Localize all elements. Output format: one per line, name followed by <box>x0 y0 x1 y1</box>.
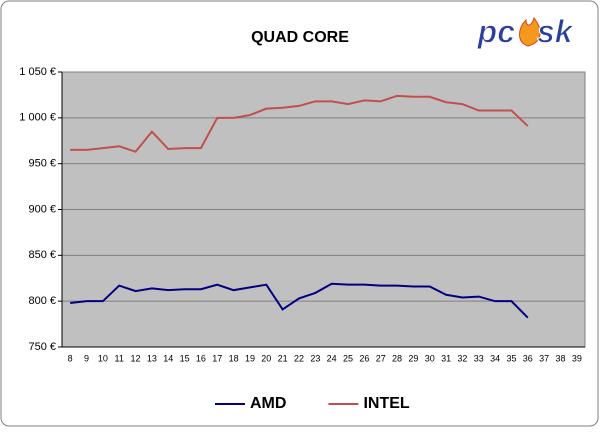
x-tick-label: 16 <box>196 353 206 363</box>
x-tick-label: 39 <box>572 353 582 363</box>
x-tick-label: 34 <box>490 353 500 363</box>
y-tick-label: 1 000 € <box>19 112 56 124</box>
y-tick-label: 1 050 € <box>19 66 56 78</box>
legend-label: AMD <box>250 395 286 412</box>
x-tick-label: 33 <box>474 353 484 363</box>
x-tick-label: 25 <box>343 353 353 363</box>
logo: pc sk <box>476 13 575 50</box>
x-tick-label: 30 <box>425 353 435 363</box>
x-tick-label: 22 <box>294 353 304 363</box>
x-tick-label: 15 <box>180 353 190 363</box>
x-tick-label: 18 <box>229 353 239 363</box>
x-tick-label: 28 <box>392 353 402 363</box>
x-tick-label: 37 <box>539 353 549 363</box>
x-tick-label: 10 <box>98 353 108 363</box>
y-tick-label: 800 € <box>28 295 56 307</box>
y-tick-label: 850 € <box>28 249 56 261</box>
x-tick-label: 38 <box>555 353 565 363</box>
x-tick-label: 8 <box>68 353 73 363</box>
x-tick-label: 35 <box>506 353 516 363</box>
y-tick-label: 900 € <box>28 203 56 215</box>
x-tick-label: 27 <box>376 353 386 363</box>
x-tick-label: 20 <box>261 353 271 363</box>
logo-text: pc <box>477 13 516 49</box>
y-tick-label: 750 € <box>28 341 56 353</box>
legend-label: INTEL <box>363 395 409 412</box>
chart-title: QUAD CORE <box>251 29 349 46</box>
x-tick-label: 13 <box>147 353 157 363</box>
x-tick-label: 23 <box>310 353 320 363</box>
x-tick-label: 19 <box>245 353 255 363</box>
x-tick-label: 14 <box>163 353 173 363</box>
x-tick-label: 26 <box>359 353 369 363</box>
logo-flame <box>519 16 541 47</box>
x-tick-label: 21 <box>278 353 288 363</box>
x-tick-label: 24 <box>327 353 337 363</box>
line-series <box>70 94 529 153</box>
x-tick-label: 12 <box>131 353 141 363</box>
x-tick-label: 31 <box>441 353 451 363</box>
x-tick-label: 32 <box>457 353 467 363</box>
y-tick-label: 950 € <box>28 158 56 170</box>
x-tick-label: 17 <box>212 353 222 363</box>
logo-text: sk <box>537 13 575 49</box>
x-tick-label: 11 <box>115 353 124 363</box>
line-series <box>70 282 529 319</box>
x-tick-label: 36 <box>523 353 533 363</box>
x-tick-label: 29 <box>408 353 418 363</box>
x-tick-label: 9 <box>84 353 89 363</box>
